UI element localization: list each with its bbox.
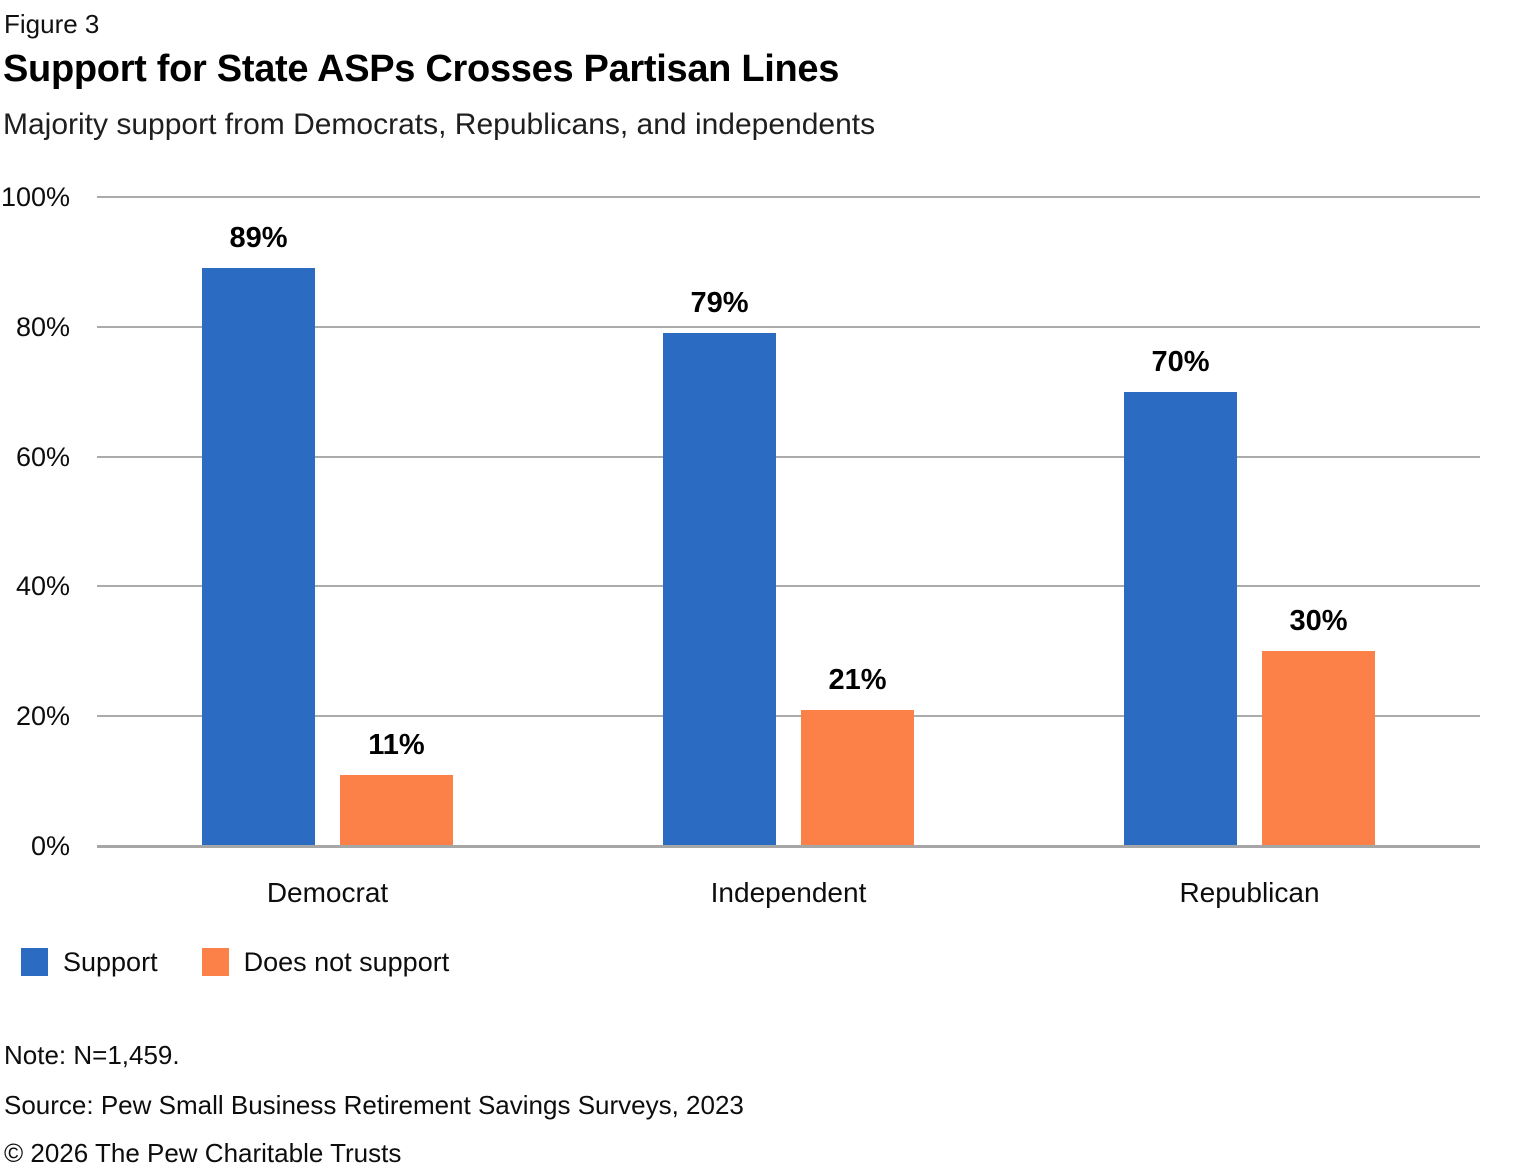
chart-title: Support for State ASPs Crosses Partisan … [3,48,840,90]
legend-swatch-support [21,948,48,976]
y-tick-label-0: 0% [30,831,70,861]
x-axis-line [97,845,1480,848]
copyright-text: © 2026 The Pew Charitable Trusts [4,1138,402,1168]
legend-item-support: Support [21,946,158,978]
bar-independent-support [663,333,776,846]
figure-label: Figure 3 [4,9,100,39]
y-tick-label-40: 40% [15,571,70,602]
chart-subtitle: Majority support from Democrats, Republi… [3,108,876,141]
y-tick-label-100: 100% [0,182,70,212]
bar-independent-does-not-support [801,709,914,846]
bar-chart-plot-area: 0% 20% 40% 60% 80% 100% 89% 11% Democrat 79% 21% In… [0,182,1480,908]
bar-value-label-democrat-does-not-support: 11% [368,728,425,761]
y-tick-label-60: 60% [15,441,70,472]
bar-value-label-independent-does-not-support: 21% [828,663,887,696]
gridline-40pct [97,585,1480,588]
gridline-80pct [97,325,1480,328]
bar-value-label-independent-support: 79% [690,287,749,320]
chart-legend: Support Does not support [21,946,449,978]
bar-democrat-does-not-support [340,774,453,846]
legend-label-does-not-support: Does not support [243,947,450,977]
legend-swatch-does-not-support [201,948,229,976]
x-category-label-democrat: Democrat [266,877,389,908]
bar-value-label-democrat-support: 89% [229,222,288,255]
bar-democrat-support [202,268,315,846]
gridline-60pct [97,455,1480,458]
note-text: Note: N=1,459. [4,1040,180,1070]
gridline-20pct [97,715,1480,718]
bar-republican-support [1124,391,1237,846]
legend-item-does-not-support: Does not support [201,946,450,978]
gridline-100pct [97,196,1480,198]
bar-value-label-republican-does-not-support: 30% [1289,605,1348,638]
bar-republican-does-not-support [1262,651,1375,846]
y-tick-label-20: 20% [15,701,70,732]
bar-value-label-republican-support: 70% [1151,345,1210,378]
source-text: Source: Pew Small Business Retirement Sa… [4,1090,744,1120]
legend-label-support: Support [63,947,158,977]
x-category-label-republican: Republican [1179,877,1320,908]
x-category-label-independent: Independent [710,877,867,908]
y-tick-label-80: 80% [15,311,70,342]
